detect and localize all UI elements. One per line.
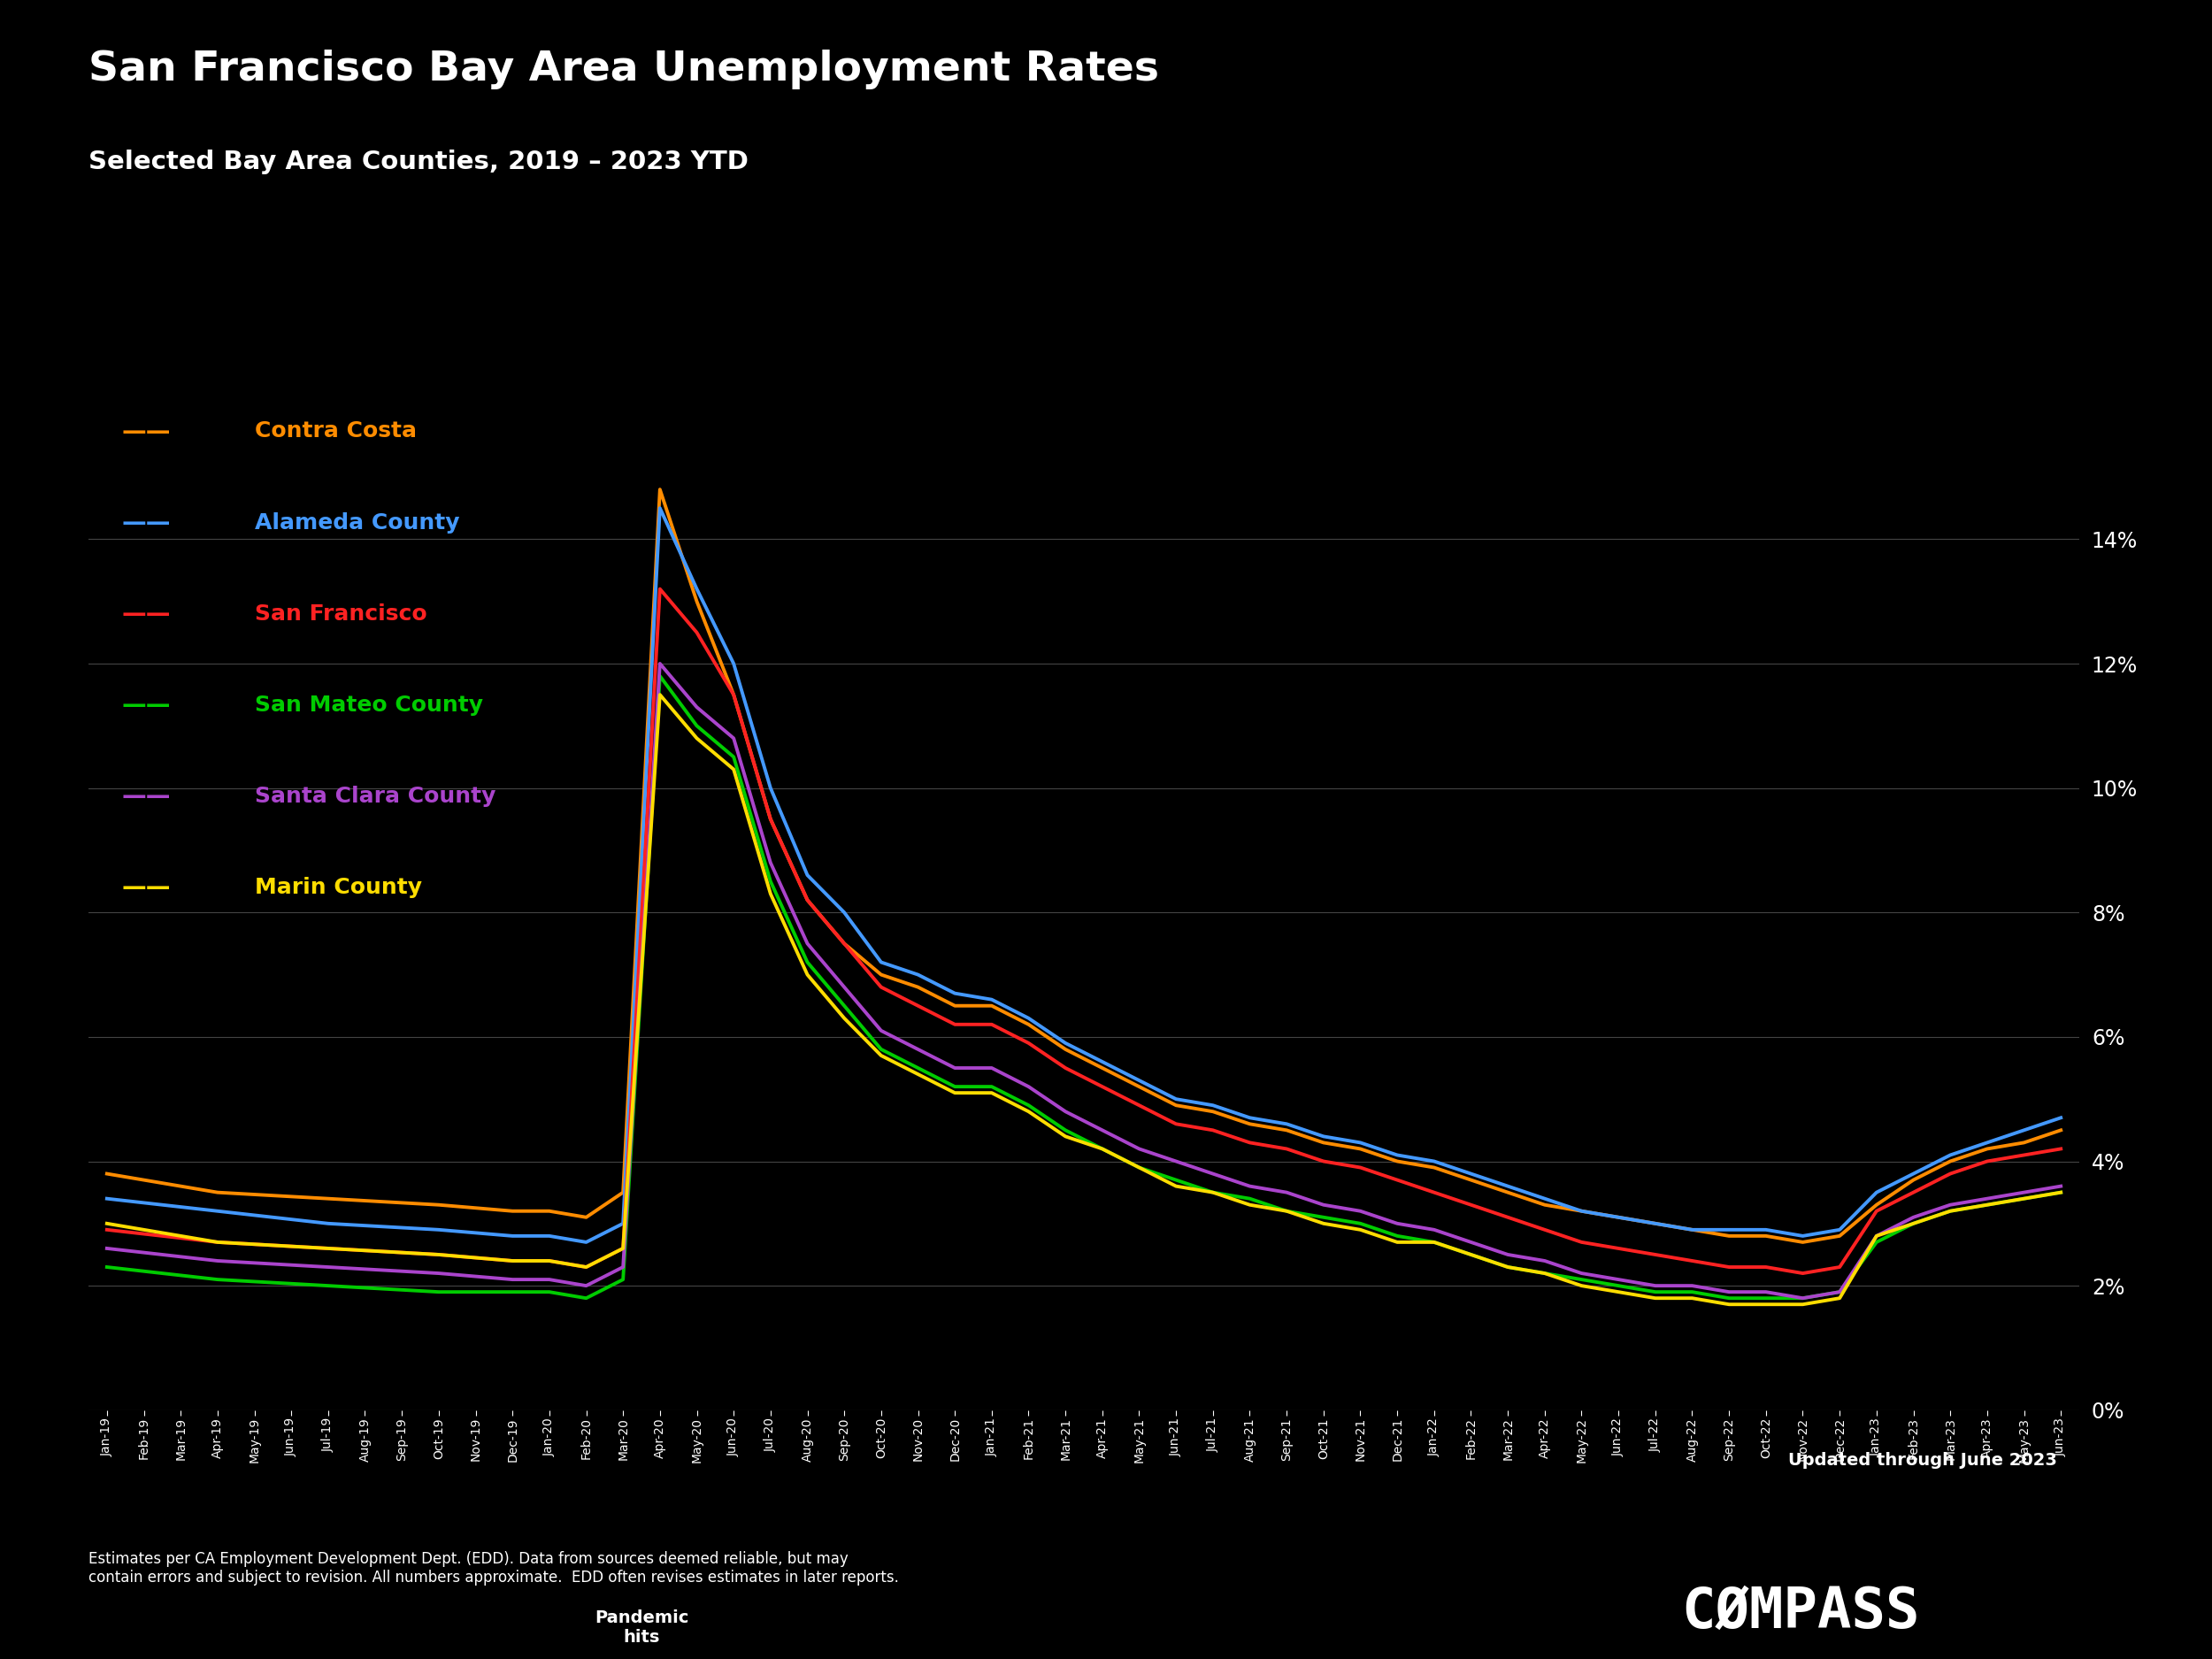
Text: ——: —— — [122, 785, 170, 808]
Text: CØMPASS: CØMPASS — [1681, 1584, 1920, 1639]
Text: ——: —— — [122, 602, 170, 625]
Text: Alameda County: Alameda County — [254, 513, 460, 533]
Text: San Francisco: San Francisco — [254, 604, 427, 624]
Text: ——: —— — [122, 420, 170, 443]
Text: Updated through June 2023: Updated through June 2023 — [1787, 1452, 2057, 1468]
Text: Pandemic
hits: Pandemic hits — [595, 1609, 688, 1646]
Text: ——: —— — [122, 876, 170, 899]
Text: Estimates per CA Employment Development Dept. (EDD). Data from sources deemed re: Estimates per CA Employment Development … — [88, 1551, 898, 1586]
Text: San Francisco Bay Area Unemployment Rates: San Francisco Bay Area Unemployment Rate… — [88, 50, 1159, 90]
Text: Santa Clara County: Santa Clara County — [254, 786, 495, 806]
Text: San Mateo County: San Mateo County — [254, 695, 482, 715]
Text: Marin County: Marin County — [254, 878, 422, 898]
Text: ——: —— — [122, 693, 170, 717]
Text: Contra Costa: Contra Costa — [254, 421, 416, 441]
Text: Selected Bay Area Counties, 2019 – 2023 YTD: Selected Bay Area Counties, 2019 – 2023 … — [88, 149, 748, 174]
Text: ——: —— — [122, 511, 170, 534]
